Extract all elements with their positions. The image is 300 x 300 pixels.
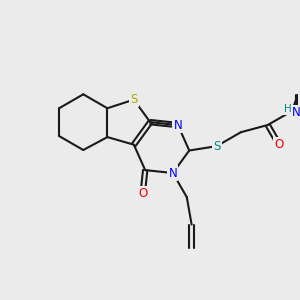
Text: O: O bbox=[138, 187, 147, 200]
Text: H: H bbox=[284, 104, 292, 114]
Text: S: S bbox=[213, 140, 220, 153]
Text: O: O bbox=[274, 138, 283, 151]
Text: N: N bbox=[169, 167, 177, 179]
Text: N: N bbox=[291, 106, 300, 118]
Text: S: S bbox=[130, 93, 137, 106]
Text: N: N bbox=[173, 118, 182, 132]
